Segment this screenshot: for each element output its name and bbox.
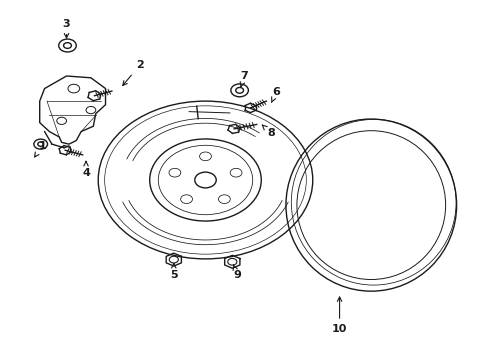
Text: 3: 3 xyxy=(62,19,70,38)
Text: 2: 2 xyxy=(122,60,143,85)
Text: 6: 6 xyxy=(271,87,280,103)
Text: 8: 8 xyxy=(262,125,275,138)
Text: 10: 10 xyxy=(331,297,346,334)
Text: 5: 5 xyxy=(170,264,177,280)
Text: 9: 9 xyxy=(233,265,241,280)
Text: 1: 1 xyxy=(35,141,46,157)
Text: 4: 4 xyxy=(82,162,90,178)
Text: 7: 7 xyxy=(240,71,248,87)
